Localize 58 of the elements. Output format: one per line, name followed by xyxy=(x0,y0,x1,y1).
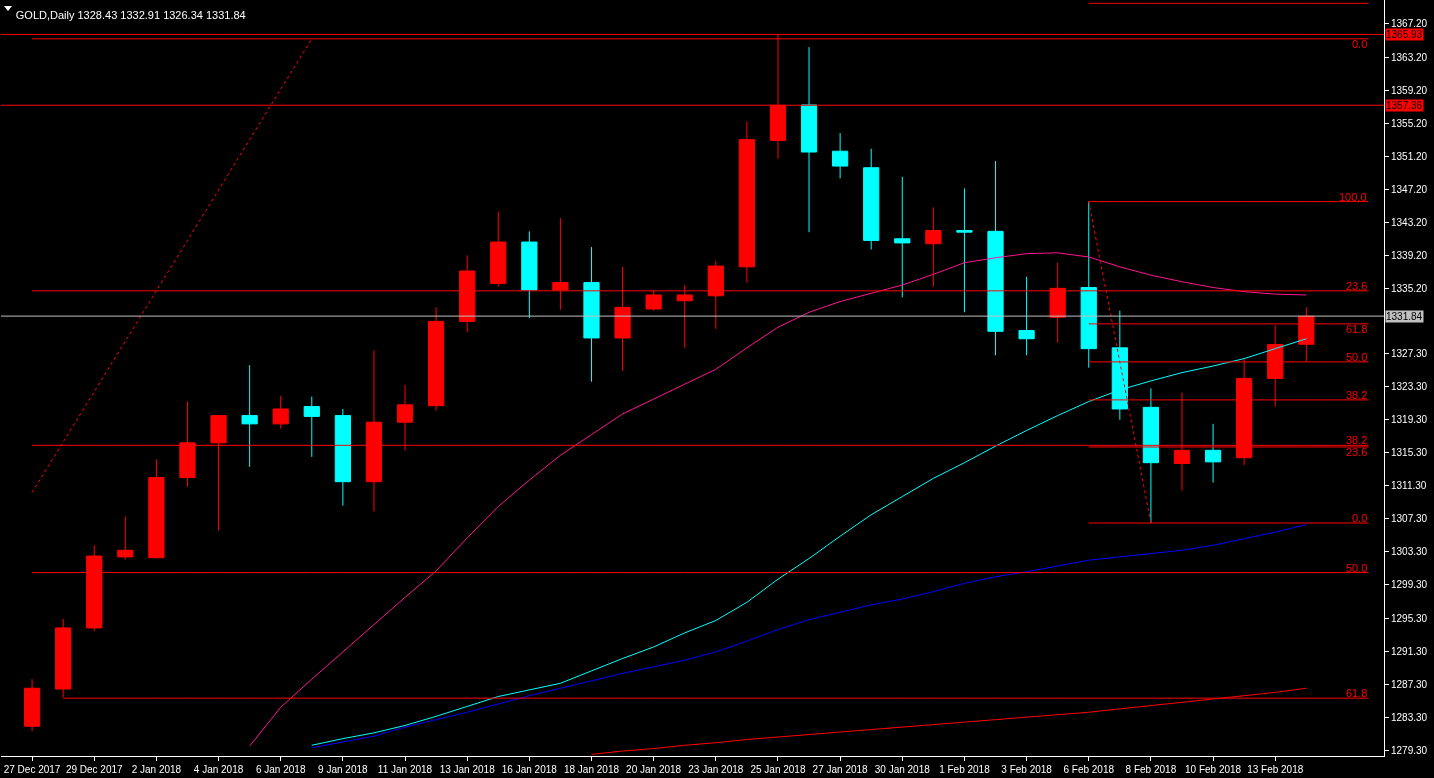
y-tick-label: 1327.30 xyxy=(1391,348,1428,360)
y-tick-label: 1303.30 xyxy=(1391,546,1428,558)
x-tick-label: 30 Jan 2018 xyxy=(874,764,931,775)
y-tick-label: 1339.20 xyxy=(1391,249,1428,261)
x-tick-label: 25 Jan 2018 xyxy=(750,764,806,775)
x-tick-label: 1 Feb 2018 xyxy=(939,764,991,775)
y-tick-label: 1351.20 xyxy=(1391,150,1428,162)
y-tick-label: 1343.20 xyxy=(1391,216,1428,228)
x-tick-label: 6 Jan 2018 xyxy=(255,764,306,775)
series-label: 23.6 xyxy=(1346,446,1368,458)
y-tick-label: 1287.30 xyxy=(1391,678,1428,690)
x-tick-label: 16 Jan 2018 xyxy=(501,764,558,775)
x-tick-label: 9 Jan 2018 xyxy=(318,764,369,775)
text: GOLD,Daily 1328.43 1332.91 1326.34 1331.84 xyxy=(15,9,246,22)
y-tick-label: 1367.20 xyxy=(1391,18,1428,30)
y-tick-label: 1291.30 xyxy=(1391,645,1428,657)
series-label: 23.6 xyxy=(1346,280,1368,292)
x-tick-label: 13 Feb 2018 xyxy=(1247,764,1304,775)
y-tick-label: 1363.20 xyxy=(1391,51,1428,63)
x-tick-label: 18 Jan 2018 xyxy=(563,764,620,775)
x-tick-label: 10 Feb 2018 xyxy=(1184,764,1242,775)
y-tick-label: 1359.20 xyxy=(1391,84,1428,96)
series-label: 100.0 xyxy=(1339,191,1367,203)
x-tick-label: 27 Dec 2017 xyxy=(3,764,61,775)
series-label: 50.0 xyxy=(1346,351,1368,363)
series-label: 50.0 xyxy=(1346,562,1368,574)
y-tick-label: 1323.30 xyxy=(1391,381,1428,393)
y-tick-label: 1295.30 xyxy=(1391,612,1428,624)
ref-line-label: 1357.36 xyxy=(1386,100,1423,111)
y-tick-label: 1315.30 xyxy=(1391,447,1428,459)
y-tick-label: 1355.20 xyxy=(1391,117,1428,129)
series-label: 38.2 xyxy=(1346,389,1368,401)
x-tick-label: 4 Jan 2018 xyxy=(193,764,244,775)
x-tick-label: 3 Feb 2018 xyxy=(1001,764,1053,775)
x-tick-label: 29 Dec 2017 xyxy=(65,764,124,775)
x-tick-label: 8 Feb 2018 xyxy=(1125,764,1177,775)
x-tick-label: 13 Jan 2018 xyxy=(439,764,496,775)
y-tick-label: 1319.30 xyxy=(1391,414,1428,426)
x-tick-label: 2 Jan 2018 xyxy=(131,764,182,775)
x-tick-label: 20 Jan 2018 xyxy=(626,764,682,775)
x-tick-label: 6 Feb 2018 xyxy=(1063,764,1115,775)
y-tick-label: 1347.20 xyxy=(1391,183,1428,195)
series-label: 0.0 xyxy=(1352,38,1368,50)
ref-line-label: 1365.93 xyxy=(1386,29,1423,40)
y-tick-label: 1279.30 xyxy=(1391,744,1428,756)
y-tick-label: 1335.20 xyxy=(1391,282,1428,294)
y-tick-label: 1311.30 xyxy=(1391,480,1427,492)
series-label: 61.8 xyxy=(1346,323,1368,335)
y-tick-label: 1299.30 xyxy=(1391,579,1428,591)
y-tick-label: 1283.30 xyxy=(1391,711,1428,723)
y-tick-label: 1307.30 xyxy=(1391,513,1428,525)
ref-line-label: 1331.84 xyxy=(1386,311,1423,322)
series-label: 0.0 xyxy=(1352,512,1368,524)
series-label: 61.8 xyxy=(1346,687,1368,699)
x-tick-label: 23 Jan 2018 xyxy=(688,764,744,775)
x-tick-label: 27 Jan 2018 xyxy=(812,764,869,775)
x-tick-label: 11 Jan 2018 xyxy=(377,764,433,775)
series-label: 38.2 xyxy=(1346,434,1368,446)
